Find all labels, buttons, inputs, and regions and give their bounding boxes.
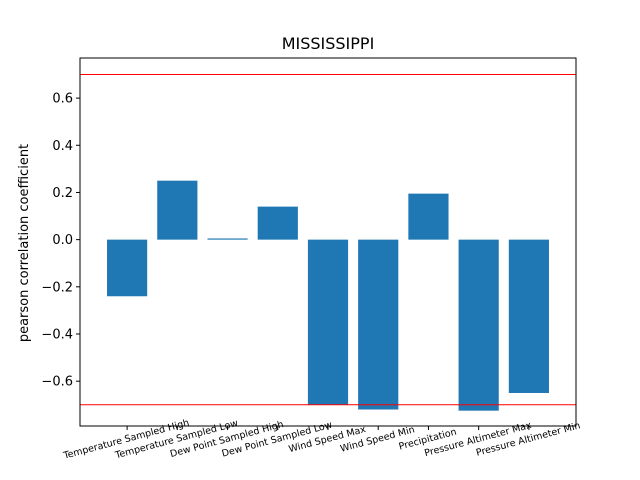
plot-frame xyxy=(79,57,577,427)
y-tick-label: −0.2 xyxy=(41,280,73,295)
y-tick-label: 0.6 xyxy=(52,92,73,107)
bar xyxy=(307,239,349,405)
bars-group xyxy=(107,180,549,411)
y-axis-label: pearson correlation coefficient xyxy=(17,144,32,342)
y-tick-label: 0.4 xyxy=(52,139,73,154)
bar xyxy=(408,193,449,240)
bar xyxy=(358,239,399,410)
bar xyxy=(207,238,248,240)
y-tick-label: −0.6 xyxy=(41,375,73,390)
bar xyxy=(458,239,499,411)
bar xyxy=(257,206,298,240)
y-tick-label: −0.4 xyxy=(41,328,73,343)
reference-lines-group xyxy=(80,74,576,406)
chart-title: MISSISSIPPI xyxy=(282,34,375,53)
y-tick-label: 0.0 xyxy=(52,233,73,248)
bar xyxy=(508,239,549,393)
y-axis-ticks: 0.6 0.4 0.2 0.0 −0.2 −0.4 −0.6 xyxy=(41,92,80,390)
y-tick-label: 0.2 xyxy=(52,186,73,201)
bar xyxy=(157,180,198,240)
bar xyxy=(107,239,148,297)
